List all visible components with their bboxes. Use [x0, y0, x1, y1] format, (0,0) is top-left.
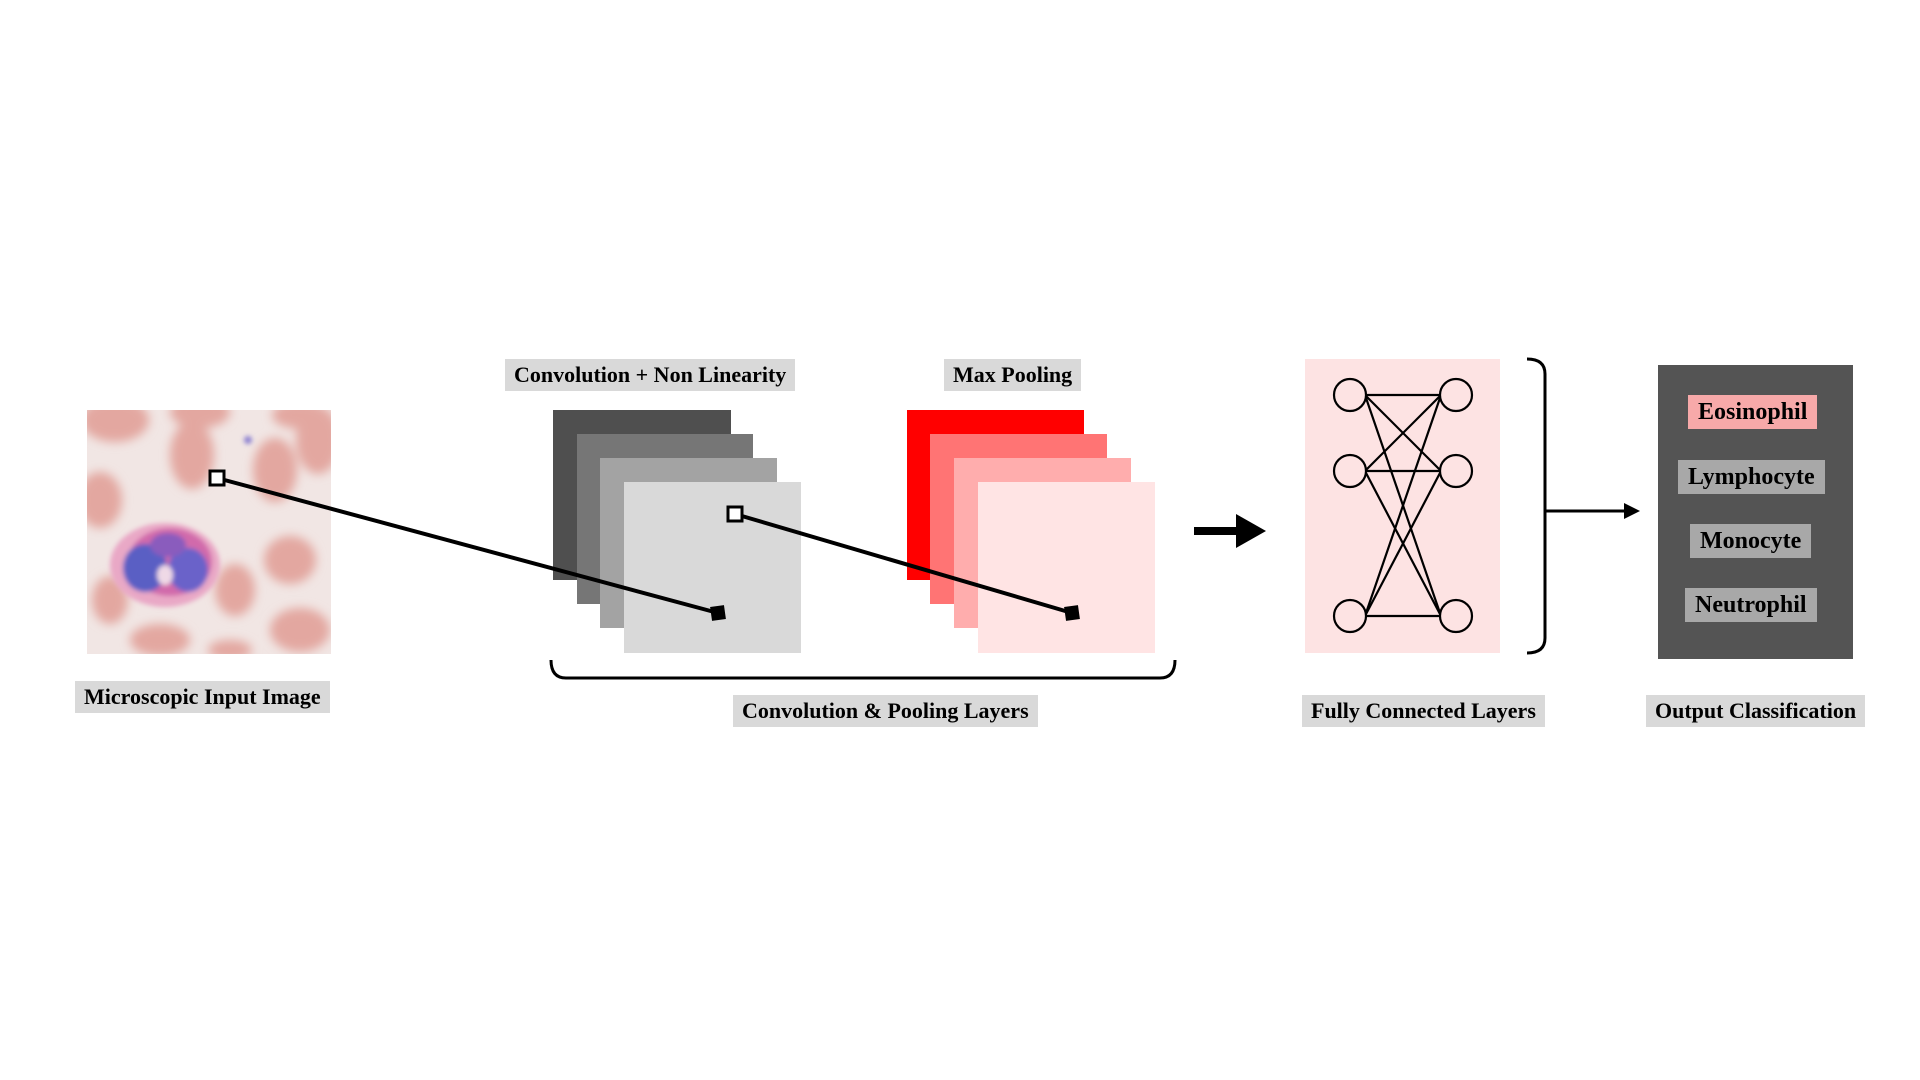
output-neuron-3 [1438, 598, 1474, 634]
conv-pool-bracket [549, 659, 1177, 680]
flow-arrow-to-fc [1194, 514, 1266, 548]
input-neuron-1 [1332, 377, 1368, 413]
class-monocyte: Monocyte [1690, 524, 1812, 558]
output-classification-label: Output Classification [1646, 695, 1866, 727]
convolution-label: Convolution + Non Linearity [505, 359, 796, 391]
input-neuron-3 [1332, 598, 1368, 634]
fully-connected-label: Fully Connected Layers [1302, 695, 1545, 727]
receptive-field-connector-1 [208, 469, 726, 621]
class-neutrophil: Neutrophil [1685, 588, 1817, 622]
max-pooling-layer-stack [907, 410, 1155, 653]
input-neuron-2 [1332, 453, 1368, 489]
max-pooling-label: Max Pooling [944, 359, 1082, 391]
class-lymphocyte: Lymphocyte [1678, 460, 1825, 494]
flow-arrow-to-output [1545, 503, 1640, 519]
fully-connected-network [1332, 377, 1474, 634]
receptive-field-connector-2 [726, 505, 1080, 621]
microscopic-input-image [87, 410, 331, 654]
conv-pool-group-label: Convolution & Pooling Layers [733, 695, 1038, 727]
fc-output-bracket [1526, 357, 1547, 655]
convolution-layer-stack [553, 410, 801, 653]
pool-feature-map-4 [978, 482, 1155, 653]
class-eosinophil: Eosinophil [1688, 395, 1818, 429]
input-image-label: Microscopic Input Image [75, 681, 330, 713]
conv-feature-map-4 [624, 482, 801, 653]
output-neuron-1 [1438, 377, 1474, 413]
output-neuron-2 [1438, 453, 1474, 489]
